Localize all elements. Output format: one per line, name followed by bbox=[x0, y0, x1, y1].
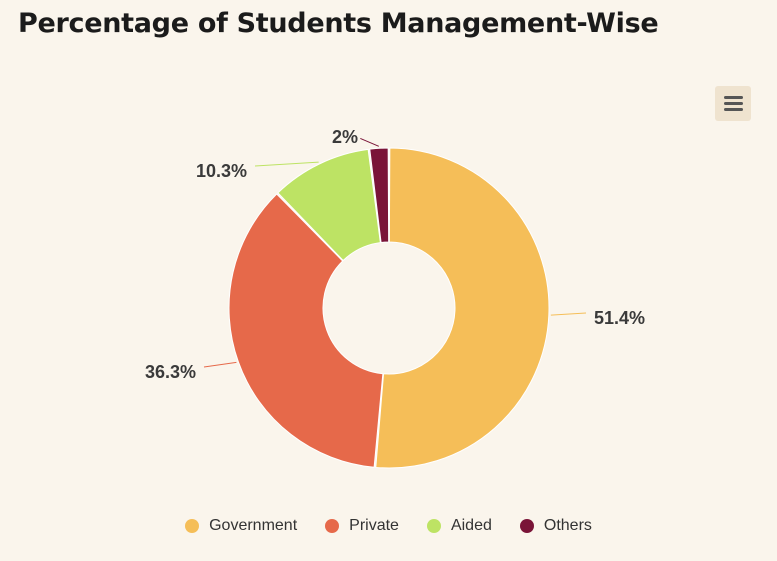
legend-label-private: Private bbox=[349, 517, 399, 534]
chart-legend: Government Private Aided Others bbox=[0, 515, 777, 537]
legend-item-aided[interactable]: Aided bbox=[426, 517, 492, 535]
chart-menu-button[interactable] bbox=[715, 86, 751, 121]
hamburger-menu-icon bbox=[724, 96, 743, 111]
donut-slice-others[interactable] bbox=[369, 147, 390, 243]
legend-marker-government bbox=[185, 519, 200, 533]
data-label-aided: 10.3% bbox=[196, 161, 247, 181]
chart-title: Percentage of Students Management-Wise bbox=[18, 8, 659, 39]
legend-label-aided: Aided bbox=[450, 517, 492, 534]
data-label-others: 2% bbox=[332, 127, 358, 147]
legend-item-private[interactable]: Private bbox=[325, 517, 399, 535]
data-label-connector-others bbox=[360, 137, 380, 147]
legend-label-government: Government bbox=[209, 517, 298, 534]
legend-marker-private bbox=[325, 519, 340, 533]
donut-slice-private[interactable] bbox=[228, 193, 384, 468]
donut-slice-government[interactable] bbox=[375, 147, 550, 469]
legend-item-government[interactable]: Government bbox=[185, 517, 297, 535]
data-label-connector-aided bbox=[254, 161, 319, 167]
legend-marker-others bbox=[519, 519, 534, 533]
legend-marker-aided bbox=[426, 519, 441, 533]
data-label-government: 51.4% bbox=[594, 308, 645, 328]
data-label-private: 36.3% bbox=[145, 362, 196, 382]
donut-slice-aided[interactable] bbox=[277, 148, 381, 262]
legend-item-others[interactable]: Others bbox=[519, 517, 592, 535]
legend-label-others: Others bbox=[543, 517, 592, 534]
data-label-connector-private bbox=[203, 361, 237, 368]
data-label-connector-government bbox=[550, 312, 587, 316]
